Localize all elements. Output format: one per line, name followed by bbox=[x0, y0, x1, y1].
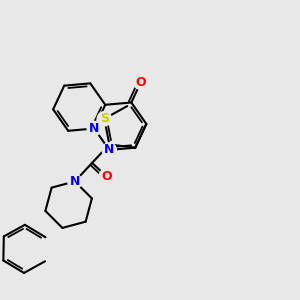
Text: O: O bbox=[135, 76, 146, 89]
Circle shape bbox=[87, 122, 101, 136]
Text: N: N bbox=[104, 143, 114, 156]
Circle shape bbox=[134, 75, 148, 89]
Circle shape bbox=[97, 112, 112, 126]
Circle shape bbox=[102, 143, 116, 157]
Text: N: N bbox=[70, 175, 80, 188]
Text: O: O bbox=[101, 169, 112, 183]
Text: S: S bbox=[100, 112, 109, 125]
Text: N: N bbox=[89, 122, 99, 135]
Circle shape bbox=[99, 169, 113, 183]
Circle shape bbox=[68, 174, 82, 188]
